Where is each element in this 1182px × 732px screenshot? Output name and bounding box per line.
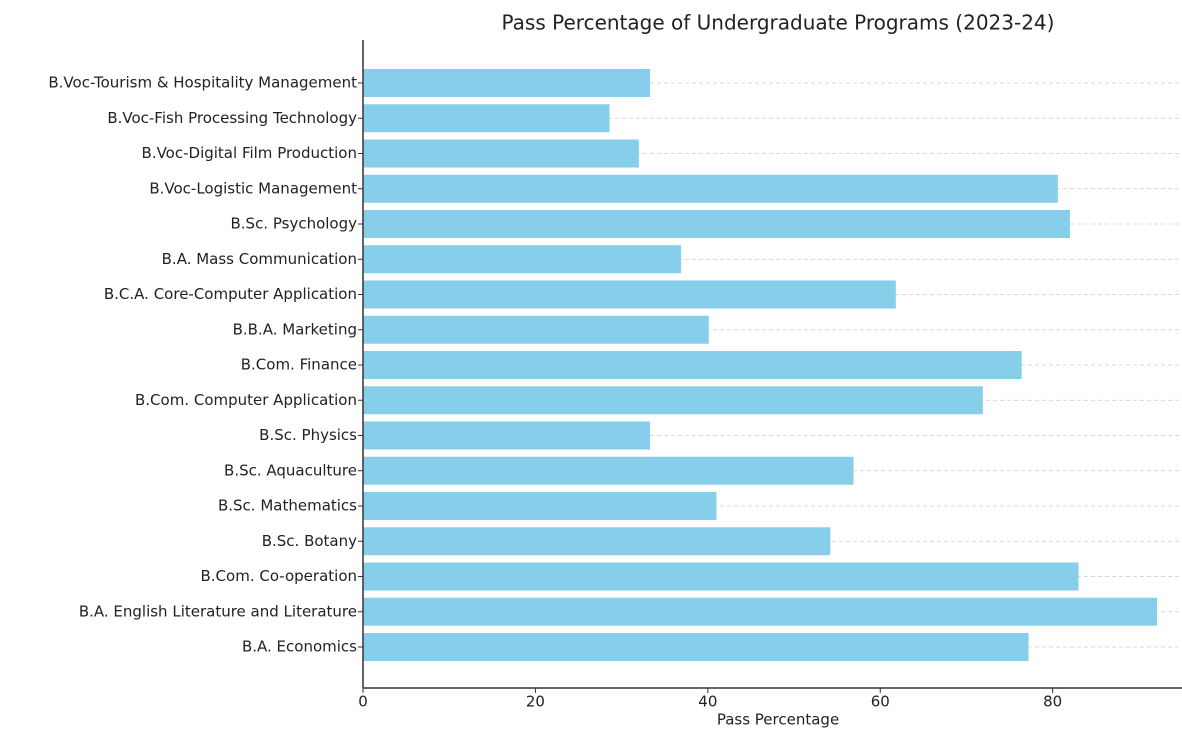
y-tick-label: B.A. English Literature and Literature (79, 602, 357, 620)
bar (363, 421, 651, 450)
bar (363, 492, 717, 520)
bar (363, 280, 896, 309)
y-tick-label: B.Voc-Digital Film Production (142, 144, 357, 162)
y-tick-label: B.Sc. Botany (262, 532, 357, 550)
bar (363, 104, 610, 133)
y-tick-label: B.Voc-Tourism & Hospitality Management (48, 74, 357, 92)
bar (363, 597, 1157, 626)
bar (363, 315, 709, 344)
bar (363, 210, 1070, 238)
bar (363, 245, 682, 274)
y-tick-label: B.Sc. Physics (259, 426, 357, 444)
bar (363, 351, 1022, 379)
bar (363, 527, 831, 556)
x-tick-label: 60 (871, 693, 890, 711)
x-tick-label: 80 (1043, 693, 1062, 711)
y-tick-label: B.Com. Co-operation (201, 567, 358, 585)
y-tick-label: B.Com. Finance (241, 356, 357, 374)
y-tick-label: B.Voc-Logistic Management (149, 179, 357, 197)
bar (363, 456, 854, 485)
x-tick-label: 20 (526, 693, 545, 711)
y-tick-label: B.Sc. Aquaculture (224, 461, 357, 479)
y-tick-label: B.Sc. Psychology (230, 215, 357, 233)
bar (363, 562, 1079, 591)
x-tick-label: 40 (698, 693, 717, 711)
y-tick-label: B.Sc. Mathematics (218, 497, 357, 515)
y-tick-label: B.A. Mass Communication (162, 250, 357, 268)
bar (363, 633, 1029, 661)
bar (363, 386, 983, 415)
y-tick-label: B.A. Economics (242, 638, 357, 656)
y-tick-label: B.Com. Computer Application (135, 391, 357, 409)
bar (363, 174, 1058, 203)
y-tick-label: B.C.A. Core-Computer Application (104, 285, 357, 303)
x-axis-label: Pass Percentage (717, 711, 839, 729)
bar (363, 139, 639, 168)
y-tick-label: B.Voc-Fish Processing Technology (107, 109, 357, 127)
chart-title: Pass Percentage of Undergraduate Program… (502, 11, 1055, 35)
bar (363, 69, 651, 97)
x-tick-label: 0 (358, 693, 368, 711)
y-tick-label: B.B.A. Marketing (233, 320, 357, 338)
